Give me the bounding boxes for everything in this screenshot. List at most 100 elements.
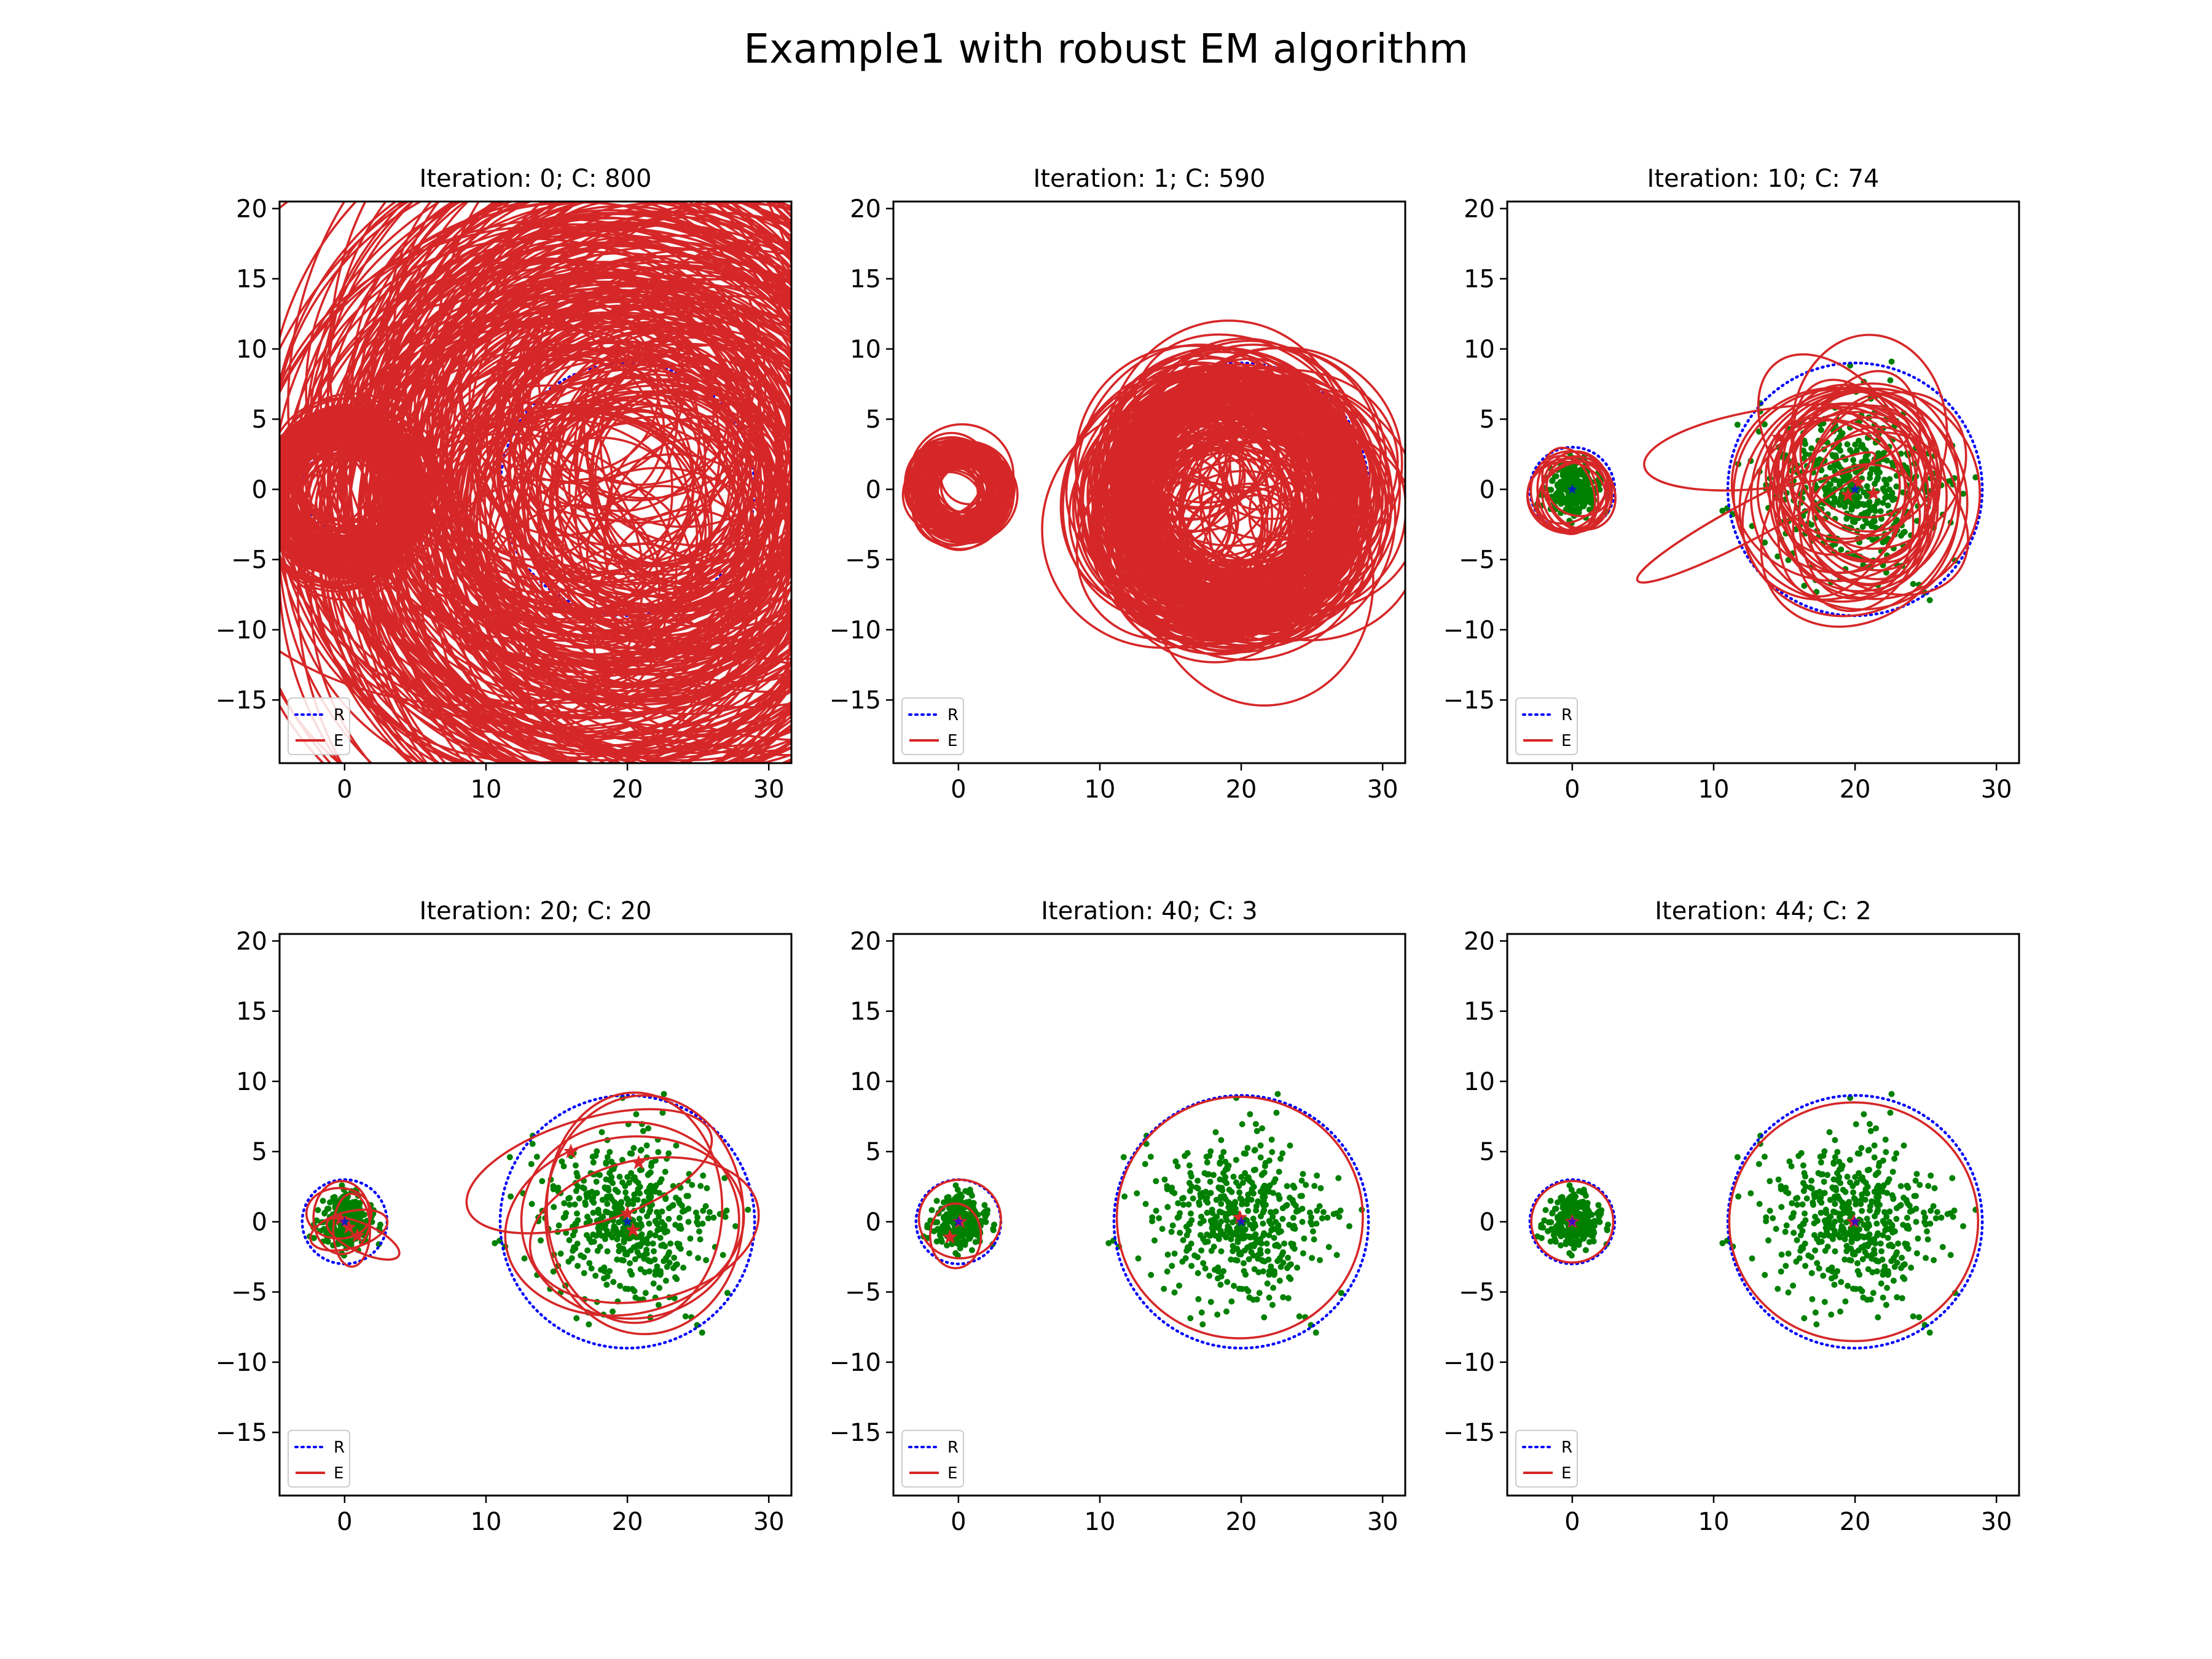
data-point [654, 1263, 661, 1270]
data-point [1202, 1197, 1209, 1204]
data-point [1900, 530, 1907, 536]
data-point [611, 1223, 618, 1230]
y-tick-label: −10 [216, 1349, 267, 1377]
data-point [1927, 1220, 1934, 1227]
data-point [1177, 1230, 1183, 1236]
data-point [1845, 1201, 1851, 1208]
data-point [598, 1129, 605, 1135]
estimated-ellipse [309, 1209, 389, 1252]
data-point [1794, 1194, 1801, 1201]
x-tick-label: 10 [471, 1508, 502, 1536]
data-point [687, 1235, 694, 1242]
data-point [1180, 1201, 1186, 1208]
data-point [702, 1203, 709, 1209]
data-point [1884, 1285, 1891, 1291]
data-point [647, 1230, 654, 1237]
data-point [1148, 1272, 1155, 1278]
data-point [1841, 1256, 1848, 1263]
data-point [982, 1214, 989, 1220]
data-point [606, 1170, 613, 1177]
data-point [1839, 1210, 1846, 1217]
y-tick-label: −15 [216, 1419, 267, 1447]
data-point [1889, 1169, 1896, 1175]
estimated-ellipse [1105, 346, 1339, 604]
data-point [1881, 476, 1888, 483]
data-point [1867, 1207, 1873, 1214]
data-point [954, 1236, 960, 1242]
data-point [1272, 1242, 1279, 1249]
y-tick-label: −5 [1459, 546, 1495, 575]
data-point [1324, 1214, 1331, 1221]
y-tick-label: 0 [1480, 1208, 1495, 1236]
data-point [1263, 1240, 1270, 1247]
data-point [1553, 473, 1559, 480]
data-point [605, 1187, 612, 1194]
data-point [1268, 1209, 1274, 1215]
data-point [603, 1159, 610, 1166]
data-point [1893, 483, 1900, 490]
estimated-ellipse [280, 202, 791, 729]
data-point [1314, 1207, 1320, 1214]
data-point [1121, 1193, 1128, 1200]
data-point [1276, 1277, 1283, 1284]
data-point [1972, 474, 1979, 480]
estimated-ellipse [1540, 450, 1611, 533]
data-point [1888, 1091, 1895, 1097]
data-point [1225, 1210, 1232, 1217]
data-point [1775, 1285, 1781, 1292]
data-point [1839, 1204, 1846, 1210]
data-point [1886, 476, 1893, 482]
data-point [1734, 1154, 1741, 1161]
data-point [584, 1247, 591, 1254]
data-point [952, 1182, 959, 1189]
data-point [1202, 1265, 1209, 1272]
data-point [662, 1229, 669, 1236]
data-point [1238, 1174, 1245, 1180]
data-point [1951, 1207, 1958, 1214]
data-point [1911, 1193, 1918, 1199]
data-point [1574, 1209, 1580, 1215]
data-point [1199, 1321, 1206, 1328]
y-tick-label: −5 [1459, 1279, 1495, 1307]
data-point [1756, 1201, 1763, 1207]
data-point [550, 1268, 557, 1275]
data-point [651, 1257, 658, 1263]
data-point [1245, 1256, 1252, 1263]
data-point [1338, 1290, 1344, 1296]
data-point [1269, 1149, 1276, 1155]
y-tick-label: −5 [845, 1279, 881, 1307]
data-point [694, 1218, 700, 1225]
data-point [1231, 1201, 1237, 1208]
data-point [924, 1222, 931, 1228]
data-point [1198, 1309, 1205, 1316]
data-point [1218, 1273, 1225, 1280]
reference-ellipse-2 [1726, 1094, 1984, 1350]
data-point [945, 1194, 952, 1201]
estimated-ellipse [1124, 395, 1232, 545]
data-point [1266, 1271, 1273, 1278]
data-point [567, 1194, 573, 1201]
subplot-6: Iteration: 44; C: 2 0 10 20 30 −15 −10 −5 0 5 10 15… [1443, 897, 2020, 1536]
data-point [1881, 1263, 1888, 1270]
data-point [1290, 1215, 1296, 1221]
data-point [1837, 501, 1843, 508]
reference-centre [1849, 1216, 1861, 1226]
y-tick-label: 0 [1480, 476, 1495, 504]
data-point [745, 1206, 751, 1213]
data-point [967, 1235, 973, 1242]
data-point [550, 1183, 557, 1190]
estimated-ellipse [465, 1108, 713, 1234]
y-tick-label: −15 [216, 686, 267, 715]
data-point [1877, 508, 1884, 514]
data-point [563, 1210, 570, 1217]
y-tick-label: 20 [850, 195, 881, 223]
data-point [1928, 1172, 1934, 1179]
data-point [928, 1207, 935, 1214]
data-point [1268, 1136, 1275, 1143]
data-point [1553, 490, 1559, 497]
y-tick-label: 20 [850, 927, 881, 955]
data-point [1821, 1298, 1828, 1305]
data-point [590, 1238, 597, 1245]
data-point [1808, 1185, 1815, 1192]
data-point [1153, 1178, 1159, 1185]
